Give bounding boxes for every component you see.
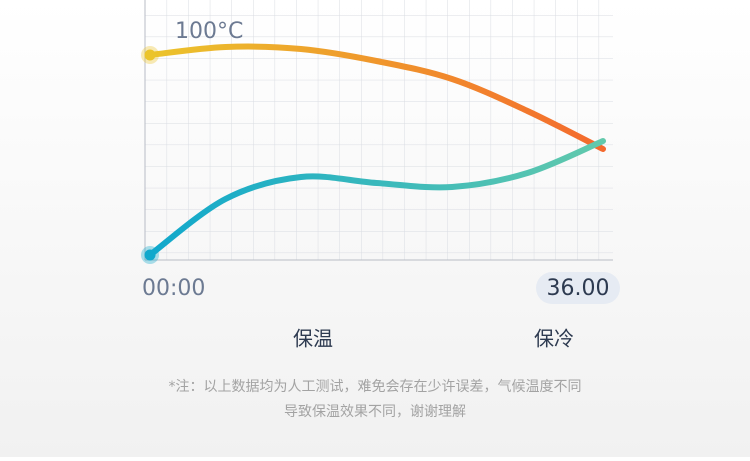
annotation: 100°C xyxy=(175,19,243,44)
legend-label: 保温 xyxy=(293,327,333,351)
footnote: *注：以上数据均为人工测试，难免会存在少许误差，气候温度不同 xyxy=(169,379,582,395)
x-tick-label: 36.00 xyxy=(547,276,610,301)
footnote: 导致保温效果不同，谢谢理解 xyxy=(284,404,466,420)
series-line xyxy=(147,43,606,152)
start-dot xyxy=(144,249,156,261)
x-tick-label: 00:00 xyxy=(142,276,205,301)
end-pill xyxy=(536,272,620,304)
plot: 00:00 36.00 xyxy=(141,43,610,301)
grid xyxy=(145,0,613,260)
start-dot xyxy=(144,49,156,61)
series-line xyxy=(147,138,606,258)
legend-label: 保冷 xyxy=(534,327,574,351)
